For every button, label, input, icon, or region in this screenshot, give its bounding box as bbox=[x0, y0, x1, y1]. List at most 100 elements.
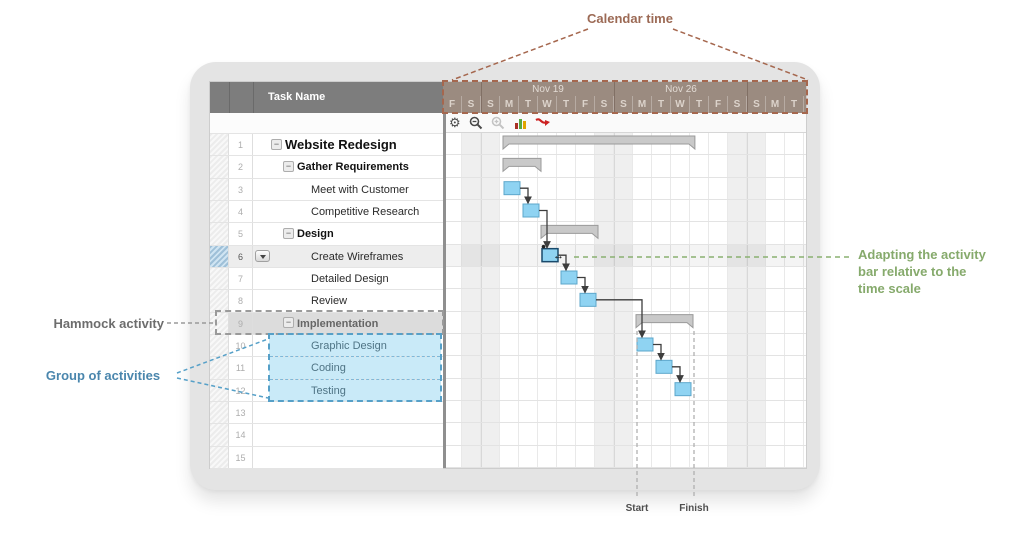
gear-icon[interactable]: ⚙ bbox=[449, 115, 461, 130]
gantt-document: Task Name 1− Website Redesign 2− Gather Req… bbox=[209, 81, 807, 469]
row-number[interactable]: 15 bbox=[229, 446, 253, 468]
task-name-cell[interactable] bbox=[253, 424, 443, 445]
row-number[interactable]: 6 bbox=[229, 245, 253, 267]
week-header-cell: Nov 19 bbox=[481, 82, 614, 96]
row-selector-cell[interactable] bbox=[210, 424, 229, 446]
table-row[interactable]: 8 Review bbox=[210, 290, 443, 313]
table-row[interactable]: 7 Detailed Design bbox=[210, 268, 443, 291]
grid-row-line bbox=[443, 243, 806, 245]
critical-path-icon[interactable] bbox=[535, 116, 550, 130]
table-gantt-splitter[interactable] bbox=[443, 113, 446, 468]
row-menu-button[interactable] bbox=[255, 249, 270, 262]
table-row[interactable]: 5− Design bbox=[210, 223, 443, 246]
row-selector-cell[interactable] bbox=[210, 156, 229, 178]
task-name-cell[interactable]: Testing bbox=[253, 380, 443, 401]
day-header-cell: F bbox=[709, 96, 728, 113]
task-bar[interactable] bbox=[674, 382, 692, 397]
grid-row-line bbox=[443, 333, 806, 334]
row-number[interactable]: 7 bbox=[229, 268, 253, 290]
bar-start-handle[interactable] bbox=[541, 244, 546, 249]
row-selector-cell[interactable] bbox=[210, 379, 229, 401]
row-selector-cell[interactable] bbox=[210, 178, 229, 200]
table-row[interactable]: 15 bbox=[210, 446, 443, 469]
task-name-cell[interactable]: Create Wireframes bbox=[253, 246, 443, 267]
bar-resize-handle-icon[interactable]: ↔ bbox=[553, 250, 564, 262]
collapse-icon[interactable]: − bbox=[271, 138, 282, 150]
task-name-cell[interactable] bbox=[253, 402, 443, 423]
row-number[interactable]: 4 bbox=[229, 201, 253, 223]
task-bar[interactable] bbox=[579, 292, 597, 307]
row-number[interactable]: 3 bbox=[229, 178, 253, 200]
task-name-cell[interactable]: Coding bbox=[253, 357, 443, 378]
row-selector-cell[interactable] bbox=[210, 312, 229, 334]
zoom-out-icon[interactable] bbox=[469, 116, 483, 130]
row-number[interactable]: 11 bbox=[229, 357, 253, 379]
summary-bar[interactable] bbox=[540, 224, 599, 240]
collapse-icon[interactable]: − bbox=[283, 317, 294, 329]
row-selector-cell[interactable] bbox=[210, 335, 229, 357]
row-number[interactable]: 1 bbox=[229, 134, 253, 156]
row-selector-cell[interactable] bbox=[210, 223, 229, 245]
collapse-icon[interactable]: − bbox=[283, 227, 294, 239]
row-selector-cell[interactable] bbox=[210, 134, 229, 156]
row-number[interactable]: 14 bbox=[229, 424, 253, 446]
annotation-line: bar relative to the bbox=[858, 264, 967, 279]
row-number[interactable]: 10 bbox=[229, 335, 253, 357]
task-bar[interactable] bbox=[522, 203, 540, 218]
dependency-connector bbox=[577, 276, 589, 294]
row-number[interactable]: 12 bbox=[229, 379, 253, 401]
row-selector-cell[interactable] bbox=[210, 268, 229, 290]
table-row[interactable]: 3 Meet with Customer bbox=[210, 178, 443, 201]
row-selector-cell[interactable] bbox=[210, 245, 229, 267]
row-selector-cell[interactable] bbox=[210, 290, 229, 312]
task-name-cell[interactable]: − Gather Requirements bbox=[253, 156, 443, 177]
task-bar[interactable] bbox=[636, 337, 654, 352]
table-row[interactable]: 12 Testing bbox=[210, 379, 443, 402]
collapse-icon[interactable]: − bbox=[283, 160, 294, 172]
task-bar[interactable] bbox=[560, 270, 578, 285]
day-column bbox=[766, 133, 785, 468]
task-name-cell[interactable]: − Design bbox=[253, 223, 443, 244]
task-name-cell[interactable]: Detailed Design bbox=[253, 268, 443, 289]
grid-row-line bbox=[443, 221, 806, 223]
row-selector-cell[interactable] bbox=[210, 357, 229, 379]
row-number[interactable]: 8 bbox=[229, 290, 253, 312]
table-row[interactable]: 6 Create Wireframes bbox=[210, 245, 443, 268]
task-name-column-header: Task Name bbox=[268, 91, 326, 103]
task-name-cell[interactable]: Graphic Design bbox=[253, 335, 443, 356]
table-row[interactable]: 4 Competitive Research bbox=[210, 201, 443, 224]
row-selector-cell[interactable] bbox=[210, 402, 229, 424]
task-bar[interactable] bbox=[655, 359, 673, 374]
day-header-cell: T bbox=[652, 96, 671, 113]
table-row[interactable]: 9− Implementation bbox=[210, 312, 443, 335]
row-selector-cell[interactable] bbox=[210, 446, 229, 468]
day-column bbox=[519, 133, 538, 468]
row-number[interactable]: 2 bbox=[229, 156, 253, 178]
gantt-toolbar: ⚙ bbox=[443, 113, 806, 133]
summary-bar[interactable] bbox=[502, 135, 696, 151]
summary-bar[interactable] bbox=[502, 157, 542, 173]
row-number[interactable]: 5 bbox=[229, 223, 253, 245]
table-row[interactable]: 13 bbox=[210, 402, 443, 425]
dependency-connector bbox=[653, 343, 665, 361]
resource-chart-icon[interactable] bbox=[513, 116, 527, 130]
task-bar[interactable] bbox=[503, 181, 521, 196]
table-row[interactable]: 14 bbox=[210, 424, 443, 447]
task-name-cell[interactable]: − Implementation bbox=[253, 313, 443, 334]
day-column bbox=[728, 133, 747, 468]
row-number[interactable]: 9 bbox=[229, 312, 253, 334]
row-number[interactable]: 13 bbox=[229, 402, 253, 424]
table-row[interactable]: 11 Coding bbox=[210, 357, 443, 380]
task-name-cell[interactable]: Meet with Customer bbox=[253, 179, 443, 200]
dependency-connector bbox=[539, 209, 551, 249]
table-row[interactable]: 1− Website Redesign bbox=[210, 134, 443, 157]
row-selector-cell[interactable] bbox=[210, 201, 229, 223]
task-name-cell[interactable] bbox=[253, 447, 443, 468]
zoom-in-icon[interactable] bbox=[491, 116, 505, 130]
task-name-cell[interactable]: Competitive Research bbox=[253, 201, 443, 222]
summary-bar[interactable] bbox=[635, 314, 694, 329]
task-name-cell[interactable]: − Website Redesign bbox=[253, 134, 443, 155]
table-row[interactable]: 2− Gather Requirements bbox=[210, 156, 443, 179]
task-name-cell[interactable]: Review bbox=[253, 290, 443, 311]
table-row[interactable]: 10 Graphic Design bbox=[210, 335, 443, 358]
